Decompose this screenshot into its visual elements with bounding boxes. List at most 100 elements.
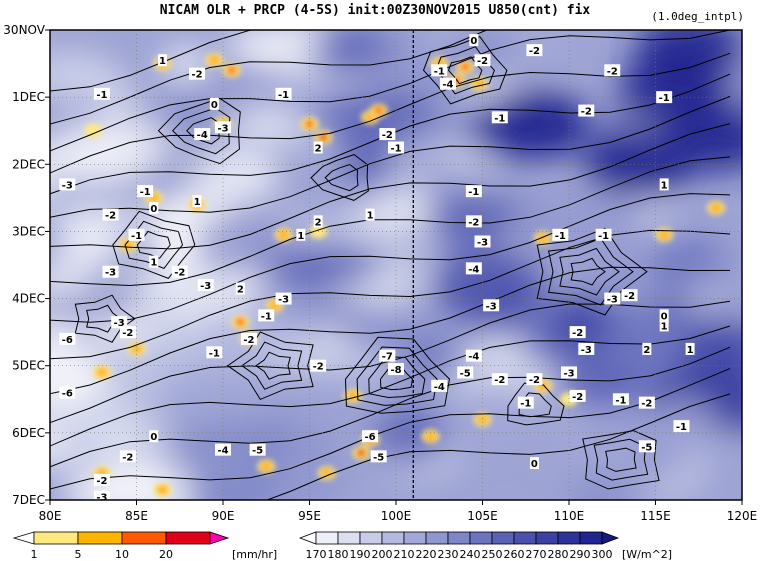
contour-label: -1 [615, 395, 626, 406]
olr-cell [50, 287, 149, 324]
contour-label: 0 [150, 204, 157, 215]
contour-label: -1 [278, 90, 289, 101]
contour-label: -1 [555, 231, 566, 242]
contour-label: 1 [194, 197, 201, 208]
interpolation-note: (1.0deg_intpl) [651, 10, 744, 23]
contour-label: -3 [607, 295, 618, 306]
colorbar-tick-label: 1 [31, 548, 38, 561]
contour-label: -2 [174, 268, 185, 279]
contour-label-bg [59, 332, 76, 345]
contour-label: 0 [470, 36, 477, 47]
contour-label-bg [465, 185, 482, 198]
contour-label-bg [431, 64, 448, 77]
y-axis: 30NOV 1DEC 2DEC 3DEC 4DEC 5DEC 6DEC 7DEC [3, 23, 50, 507]
x-tick-label: 95E [298, 509, 321, 523]
contour-label: 0 [211, 100, 218, 111]
contour-label-bg [517, 396, 534, 409]
x-axis: 80E 85E 90E 95E 100E 105E 110E 115E 120E [39, 500, 757, 523]
precip-core [227, 67, 236, 74]
precip-core [156, 484, 169, 495]
contour-label-bg [93, 87, 110, 100]
contour-label-bg [192, 195, 202, 208]
precip-core [95, 367, 108, 378]
precip-core [346, 390, 359, 401]
chart-title: NICAM OLR + PRCP (4-5S) init:00Z30NOV201… [160, 3, 591, 18]
colorbar-tick-label: 20 [159, 548, 173, 561]
contour-label-bg [569, 389, 586, 402]
colorbar-cell [359, 531, 383, 545]
contour-line [74, 294, 136, 343]
contour-label: 1 [661, 321, 668, 332]
contour-label-bg [465, 349, 482, 362]
olr-cell [548, 293, 613, 349]
x-tick-label: 105E [467, 509, 498, 523]
contour-line [50, 346, 731, 468]
contour-line [226, 331, 314, 401]
contour-label: -2 [477, 56, 488, 67]
contour-line [324, 163, 359, 192]
contour-label: -6 [62, 335, 73, 346]
olr-cell [263, 242, 381, 288]
olr-cell [191, 211, 290, 277]
contour-label: -2 [529, 46, 540, 57]
contour-label: 0 [531, 459, 538, 470]
contour-label: -2 [313, 362, 324, 373]
contour-line [447, 56, 483, 85]
contour-label: -2 [122, 328, 133, 339]
contour-label-bg [569, 326, 586, 339]
contour-line [310, 154, 369, 201]
contour-line [86, 304, 122, 333]
contour-label: 2 [643, 345, 650, 356]
contour-label: -2 [105, 211, 116, 222]
contour-line [344, 336, 451, 414]
contour-label-bg [578, 342, 595, 355]
contour-line [241, 341, 303, 390]
colorbar-tick-label: 290 [570, 548, 591, 561]
contour-label-bg [313, 141, 323, 154]
colorbar-tick-label: 260 [504, 548, 525, 561]
colorbar-cell [165, 531, 211, 545]
contour-label-bg [685, 342, 695, 355]
contour-label: -4 [468, 264, 479, 275]
contour-line [582, 430, 660, 490]
y-tick-label: 3DEC [12, 224, 45, 238]
contour-label-bg [310, 359, 327, 372]
y-tick-label: 7DEC [12, 493, 45, 507]
contour-line [265, 393, 731, 500]
olr-cell [54, 212, 135, 242]
contour-label-bg [149, 201, 159, 214]
colorbar-unit-label: [W/m^2] [622, 548, 672, 561]
contour-label-bg [275, 292, 292, 305]
contour-label: -3 [105, 268, 116, 279]
contour-label-bg [59, 386, 76, 399]
y-tick-label: 5DEC [12, 359, 45, 373]
contour-label: -1 [468, 187, 479, 198]
contour-label-bg [119, 326, 136, 339]
colorbar-arrow-left [12, 531, 35, 545]
contour-line [368, 356, 426, 399]
olr-cell [198, 144, 280, 205]
y-tick-label: 6DEC [12, 426, 45, 440]
contour-label: -2 [581, 107, 592, 118]
contour-label-bg [659, 178, 669, 191]
contour-label: -1 [676, 422, 687, 433]
contour-label-bg [111, 316, 128, 329]
contour-label: 1 [367, 211, 374, 222]
contour-label-bg [59, 178, 76, 191]
precip-patch [84, 123, 103, 138]
contour-label: 1 [297, 231, 304, 242]
contour-label: -1 [494, 113, 505, 124]
contour-label: -5 [641, 442, 652, 453]
contour-label-bg [638, 396, 655, 409]
contour-label-bg [362, 430, 379, 443]
precip-core [658, 229, 671, 240]
contour-label-bg [474, 235, 491, 248]
contour-label-bg [388, 363, 404, 376]
contour-label-bg [209, 97, 219, 110]
contour-label: 0 [661, 311, 668, 322]
olr-cell [373, 408, 447, 464]
colorbar-cell [403, 531, 427, 545]
colorbar-cell [469, 531, 493, 545]
olr-cell [82, 410, 151, 459]
x-tick-label: 90E [212, 509, 235, 523]
